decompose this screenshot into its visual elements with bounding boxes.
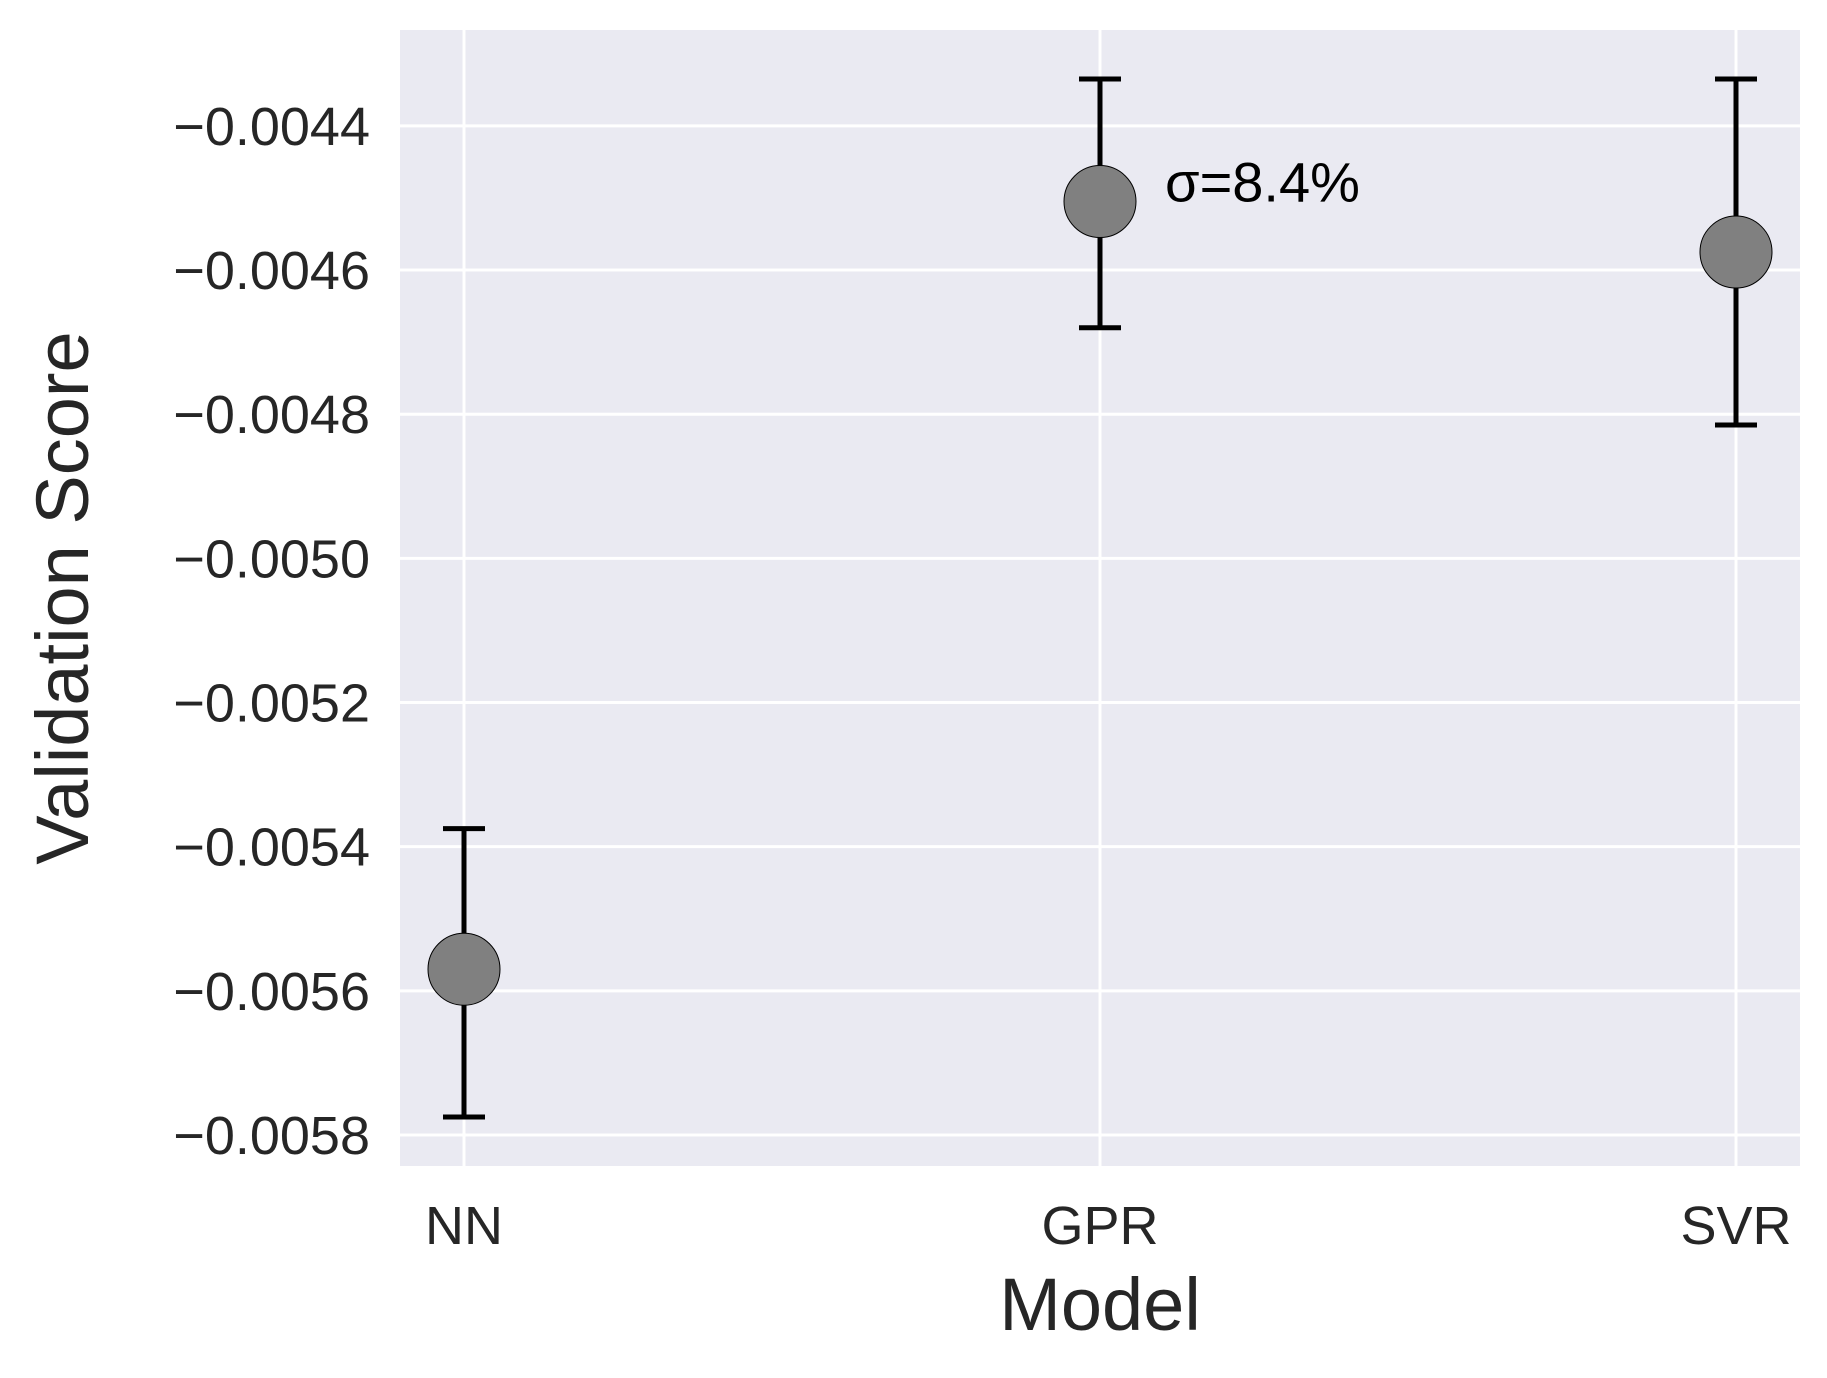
data-point bbox=[427, 932, 501, 1006]
x-tick-label: NN bbox=[425, 1196, 503, 1256]
x-axis-label: Model bbox=[999, 1263, 1201, 1346]
data-points bbox=[427, 165, 1773, 1006]
x-tick-labels: NN GPR SVR bbox=[425, 1196, 1792, 1256]
y-tick-label: −0.0048 bbox=[173, 385, 370, 445]
y-tick-label: −0.0054 bbox=[173, 818, 370, 878]
y-tick-label: −0.0056 bbox=[173, 962, 370, 1022]
y-tick-labels: −0.0058 −0.0056 −0.0054 −0.0052 −0.0050 −0.00… bbox=[173, 97, 370, 1166]
x-tick-label: SVR bbox=[1680, 1196, 1791, 1256]
annotation-label: σ=8.4% bbox=[1165, 151, 1360, 214]
y-tick-label: −0.0050 bbox=[173, 529, 370, 589]
grid bbox=[400, 30, 1800, 1166]
x-tick-label: GPR bbox=[1041, 1196, 1158, 1256]
y-axis-label: Validation Score bbox=[21, 331, 104, 864]
y-tick-label: −0.0052 bbox=[173, 674, 370, 734]
y-tick-label: −0.0058 bbox=[173, 1106, 370, 1166]
data-point bbox=[1699, 215, 1773, 289]
data-point bbox=[1063, 165, 1137, 239]
y-tick-label: −0.0046 bbox=[173, 241, 370, 301]
annotations: σ=8.4% bbox=[1165, 151, 1360, 214]
y-tick-label: −0.0044 bbox=[173, 97, 370, 157]
